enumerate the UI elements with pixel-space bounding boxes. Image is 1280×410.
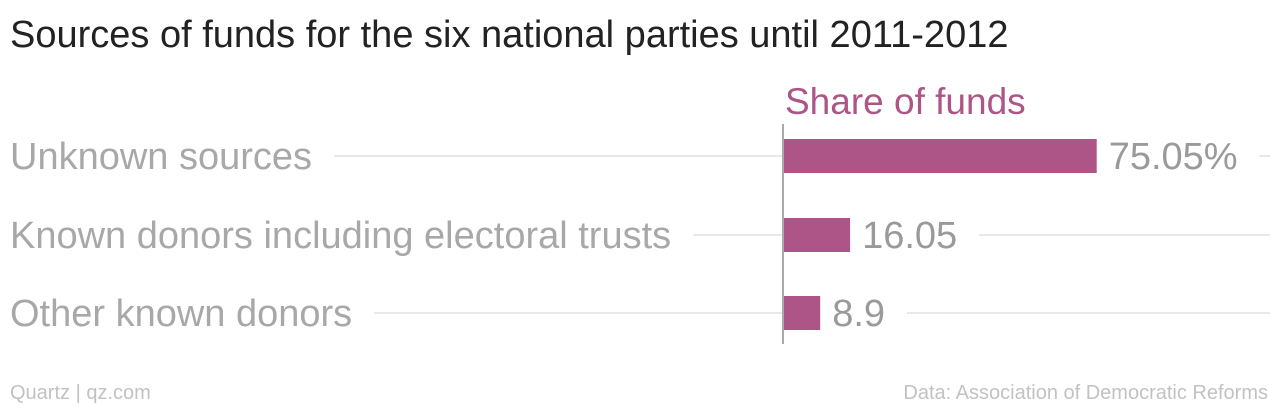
footer-credit: Quartz | qz.com: [10, 382, 151, 404]
gridlines: [334, 155, 1270, 314]
bar: [783, 218, 851, 252]
bars: [783, 139, 1097, 330]
category-label: Unknown sources: [10, 136, 312, 178]
bar: [783, 139, 1097, 173]
category-label: Other known donors: [10, 293, 352, 335]
labels: Unknown sources 75.05% Known donors includ…: [10, 136, 1238, 335]
chart-title: Sources of funds for the six national pa…: [10, 14, 1009, 56]
category-label: Known donors including electoral trusts: [10, 215, 671, 257]
value-label: 16.05: [862, 215, 957, 257]
series-label: Share of funds: [785, 81, 1026, 122]
bar: [783, 296, 821, 330]
value-label: 8.9: [832, 293, 885, 335]
value-label: 75.05%: [1109, 136, 1238, 178]
footer-source: Data: Association of Democratic Reforms: [903, 382, 1268, 404]
